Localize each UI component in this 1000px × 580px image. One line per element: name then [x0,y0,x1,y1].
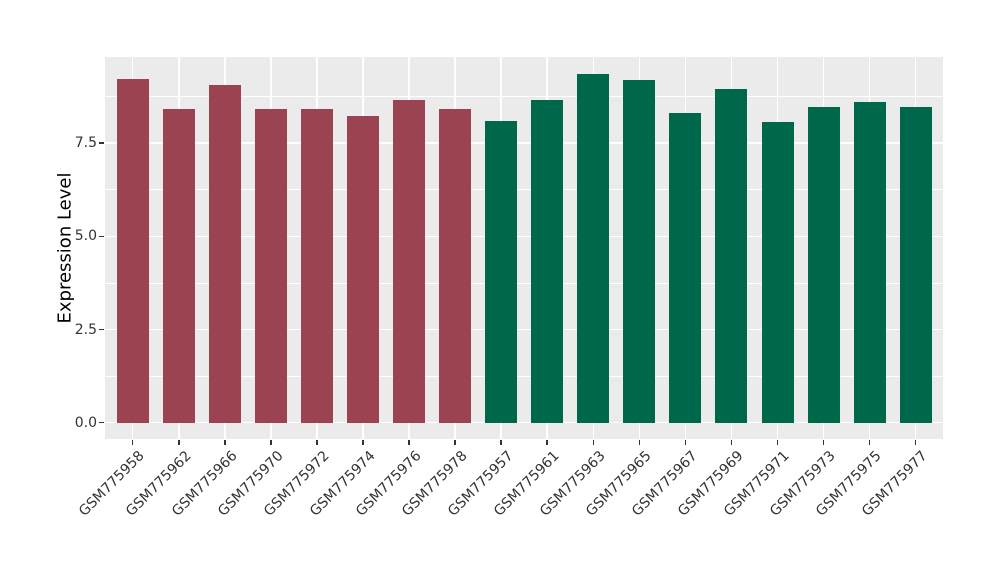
x-tick-mark [822,440,825,445]
bar-GSM775971 [761,121,794,423]
bar-GSM775966 [208,84,241,423]
bar-GSM775961 [531,99,564,423]
bar-GSM775958 [116,79,149,423]
minor-gridline [105,189,943,191]
bar-GSM775962 [162,109,195,423]
y-tick-mark [99,142,104,144]
x-tick-mark [224,440,226,445]
x-tick-mark [316,440,318,445]
plot-panel [105,57,943,439]
y-tick-label: 2.5 [74,321,97,338]
x-tick-mark [592,440,595,445]
y-tick-mark [99,328,104,331]
bar-GSM775978 [439,109,472,423]
x-tick-mark [454,440,456,445]
x-tick-mark [638,440,641,445]
bar-GSM775963 [577,73,610,423]
y-tick-label: 0.0 [74,414,97,431]
y-axis-title: Expression Level [54,172,76,324]
x-tick-mark [730,440,733,445]
bar-GSM775970 [254,108,287,423]
bar-GSM775967 [669,112,702,423]
y-tick-mark [99,235,104,238]
y-tick-label: 7.5 [74,135,97,152]
x-tick-mark [868,440,871,445]
bar-GSM775972 [300,108,333,423]
x-tick-mark [500,440,502,445]
bar-GSM775974 [347,115,379,423]
major-gridline [105,235,943,238]
bar-GSM775973 [807,107,840,423]
bar-GSM775957 [485,120,518,423]
x-tick-mark [131,440,134,445]
x-tick-mark [684,440,687,445]
minor-gridline [105,96,943,97]
bar-GSM775975 [853,101,886,423]
major-gridline [105,421,943,424]
x-tick-mark [178,440,180,445]
x-tick-mark [546,440,548,445]
bar-GSM775969 [715,89,748,423]
bar-GSM775965 [623,79,656,423]
bar-GSM775976 [393,99,426,423]
y-tick-label: 5.0 [74,228,97,245]
x-tick-mark [270,440,272,445]
x-tick-mark [408,440,410,445]
minor-gridline [105,282,943,284]
minor-gridline [105,375,943,377]
y-tick-mark [99,421,104,424]
major-gridline [105,328,943,331]
x-tick-mark [362,440,364,445]
x-tick-mark [776,440,779,445]
x-tick-mark [914,440,917,445]
bar-GSM775977 [899,107,932,423]
major-gridline [105,142,943,144]
